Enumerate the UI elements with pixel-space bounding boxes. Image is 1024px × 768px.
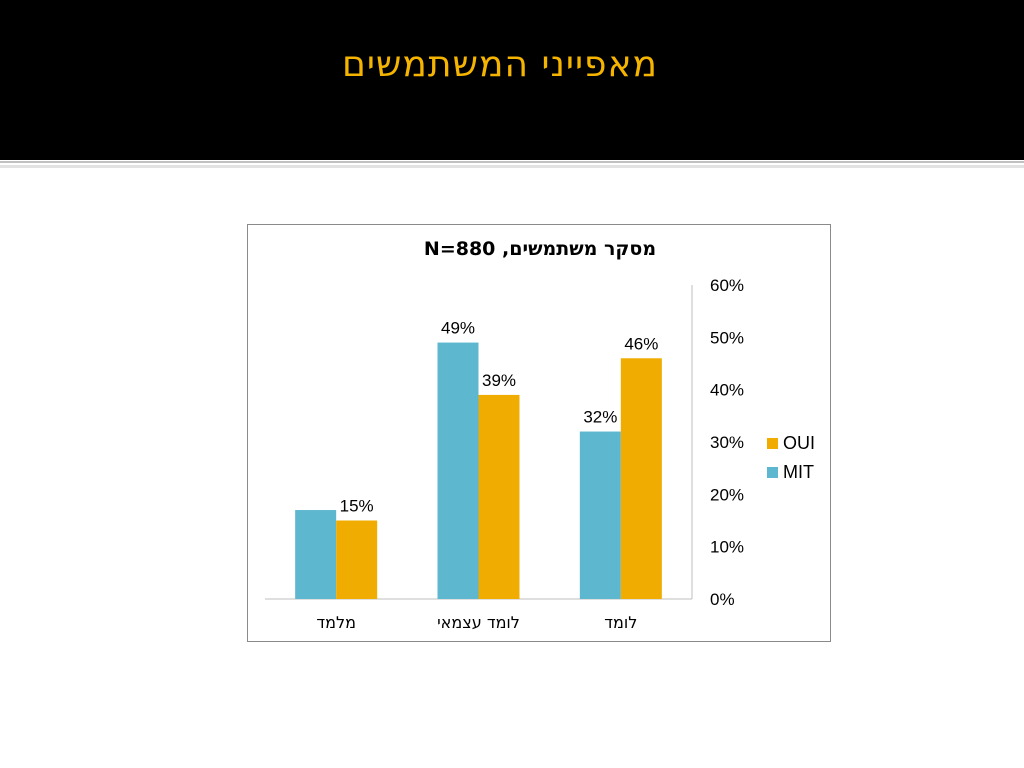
data-label: 39% bbox=[482, 371, 516, 390]
legend-item-mit: MIT bbox=[767, 458, 815, 487]
y-tick-label: 0% bbox=[710, 590, 735, 609]
bar-mit bbox=[579, 431, 621, 599]
slide-header bbox=[0, 0, 1024, 160]
chart-title: מסקר משתמשים, N=880 bbox=[423, 238, 657, 260]
header-divider bbox=[0, 161, 1024, 163]
legend-label-mit: MIT bbox=[783, 462, 814, 482]
bar-mit bbox=[295, 510, 337, 599]
x-tick-label: מלמד bbox=[316, 613, 356, 632]
y-tick-label: 30% bbox=[710, 433, 744, 452]
legend-label-oui: OUI bbox=[783, 433, 816, 453]
x-tick-label: לומד עצמאי bbox=[437, 613, 520, 632]
data-label: 46% bbox=[624, 334, 658, 353]
y-tick-label: 20% bbox=[710, 485, 744, 504]
bar-mit bbox=[437, 342, 479, 599]
bar-chart: 0% 10% 20% 30% 40% 50% 60% 15% מלמד 49% 39% לומד עצ… bbox=[265, 276, 744, 632]
data-label: 15% bbox=[340, 497, 374, 516]
chart-legend: OUI MIT bbox=[767, 429, 815, 487]
y-tick-label: 60% bbox=[710, 276, 744, 295]
bar-oui bbox=[478, 394, 520, 599]
y-tick-label: 10% bbox=[710, 538, 744, 557]
bar-oui bbox=[336, 520, 378, 599]
y-tick-label: 40% bbox=[710, 381, 744, 400]
bar-oui bbox=[620, 358, 662, 599]
header-divider-shadow bbox=[0, 165, 1024, 168]
chart-frame: מסקר משתמשים, N=880 0% 10% 20% 30% 40% 50% 60%… bbox=[247, 224, 831, 642]
data-label: 32% bbox=[583, 408, 617, 427]
legend-item-oui: OUI bbox=[767, 429, 815, 458]
legend-swatch-mit bbox=[767, 467, 778, 478]
y-tick-label: 50% bbox=[710, 328, 744, 347]
slide-title: מאפייני המשתמשים bbox=[341, 44, 659, 85]
data-label: 49% bbox=[441, 319, 475, 338]
x-tick-label: לומד bbox=[604, 613, 637, 632]
legend-swatch-oui bbox=[767, 438, 778, 449]
